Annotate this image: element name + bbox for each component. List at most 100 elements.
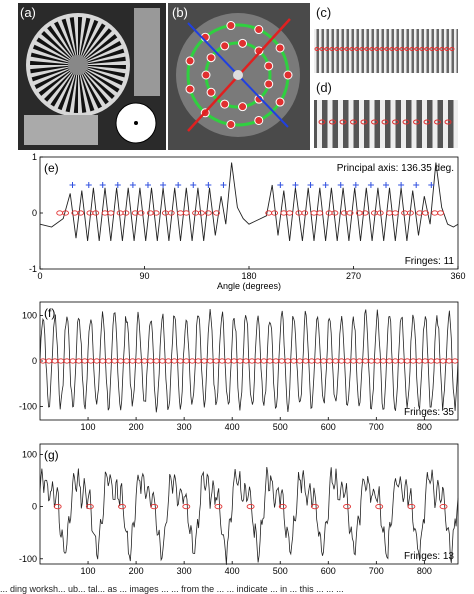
principal-axis-annotation: Principal axis: 136.35 deg. — [337, 163, 454, 174]
zero-crossing-marker — [362, 358, 369, 364]
zero-crossing-marker — [314, 358, 321, 364]
grating-stripe — [348, 100, 354, 148]
grating-stripe — [454, 29, 457, 73]
x-tick-label: 700 — [369, 422, 384, 432]
fringe-dot — [254, 94, 264, 104]
grating-stripe — [327, 100, 333, 148]
crossing-marker — [329, 119, 336, 125]
zero-crossing-marker — [206, 358, 214, 364]
grating-stripe — [434, 29, 437, 73]
star-spoke — [38, 65, 78, 96]
crossing-marker — [339, 119, 347, 125]
zero-crossing-marker — [75, 358, 83, 364]
zero-crossing-marker — [433, 358, 441, 364]
zero-crossing-marker — [129, 358, 136, 364]
zero-crossing-marker — [118, 503, 126, 510]
x-tick-label: 200 — [129, 422, 144, 432]
zero-crossing-marker — [265, 210, 273, 216]
zero-crossing-marker — [159, 358, 166, 364]
zero-crossing-marker — [218, 358, 226, 364]
zero-crossing-marker — [111, 358, 118, 364]
zero-crossing-marker — [325, 210, 333, 216]
grating-stripe — [349, 29, 352, 73]
grating-stripe — [444, 29, 447, 73]
star-spoke — [78, 65, 115, 99]
grating-stripe — [384, 29, 387, 73]
y-tick-label: 0 — [32, 502, 37, 512]
grating-stripe — [419, 29, 422, 73]
y-tick-label: 0 — [32, 356, 37, 366]
zero-crossing-marker — [212, 358, 220, 364]
zero-crossing-marker — [356, 358, 363, 364]
crossing-marker — [444, 47, 450, 51]
zero-crossing-marker — [416, 210, 424, 216]
x-tick-label: 270 — [346, 271, 361, 281]
crossing-marker — [399, 47, 405, 51]
zero-crossing-marker — [77, 210, 85, 216]
zero-crossing-marker — [214, 503, 223, 510]
zero-crossing-marker — [146, 210, 154, 216]
zero-crossing-marker — [368, 358, 375, 364]
x-tick-label: 400 — [225, 422, 240, 432]
crossing-marker — [434, 119, 441, 125]
plot-frame — [39, 443, 459, 565]
grating-stripe — [380, 100, 385, 148]
grating-stripe — [354, 29, 357, 73]
grating-stripe — [414, 29, 417, 73]
grating-stripe — [429, 29, 432, 73]
panel-label-a: (a) — [20, 5, 36, 20]
grating-stripe — [409, 29, 412, 73]
zero-crossing-marker — [320, 358, 327, 364]
fringe-dot — [254, 115, 264, 125]
star-spoke — [32, 44, 78, 65]
zero-crossing-marker — [374, 358, 381, 364]
crossing-marker — [314, 47, 320, 51]
star-spoke — [50, 65, 78, 107]
x-tick-label: 600 — [321, 422, 336, 432]
grating-stripe — [394, 29, 397, 73]
x-tick-label: 100 — [81, 566, 96, 576]
zero-crossing-marker — [437, 210, 445, 216]
zero-crossing-marker — [431, 210, 439, 216]
panel-a-image: (a) — [18, 3, 166, 150]
zero-crossing-marker — [331, 210, 339, 216]
zero-crossing-marker — [161, 210, 169, 216]
y-tick-label: 100 — [22, 311, 37, 321]
crossing-marker — [439, 47, 445, 51]
zero-crossing-marker — [346, 210, 354, 216]
zero-crossing-marker — [57, 358, 65, 364]
zero-crossing-marker — [177, 358, 184, 364]
zero-crossing-marker — [439, 503, 448, 510]
star-spoke — [78, 19, 99, 66]
plot-frame — [39, 301, 459, 421]
fringe-dot — [238, 102, 248, 112]
panel-d-image: (d) — [314, 78, 458, 150]
zero-crossing-marker — [310, 210, 318, 216]
crossing-marker — [423, 119, 431, 125]
siemens-star-figure — [18, 3, 166, 150]
zero-crossing-marker — [183, 358, 190, 364]
grating-stripe — [443, 100, 448, 148]
panel-label: (f) — [44, 306, 55, 320]
zero-crossing-marker — [296, 358, 304, 364]
fringe-dot — [283, 70, 293, 80]
fringe-dot — [226, 21, 236, 31]
zero-crossing-marker — [316, 210, 324, 216]
fringe-dot — [206, 53, 216, 63]
grating-stripe — [369, 100, 375, 148]
star-spoke — [65, 65, 78, 113]
grating-stripe — [324, 29, 327, 73]
fringes-label: Fringes: 35 — [404, 407, 454, 418]
zero-crossing-marker — [92, 210, 100, 216]
zero-crossing-marker — [406, 210, 414, 216]
zero-crossing-marker — [326, 358, 333, 364]
line-grating-c — [314, 3, 458, 75]
x-tick-label: 200 — [129, 566, 144, 576]
zero-crossing-marker — [135, 358, 142, 364]
star-spoke — [78, 65, 102, 109]
crossing-marker — [318, 119, 326, 125]
crossing-marker — [402, 119, 410, 125]
zero-crossing-marker — [355, 210, 363, 216]
zero-crossing-marker — [236, 358, 244, 364]
zero-crossing-marker — [445, 358, 453, 364]
